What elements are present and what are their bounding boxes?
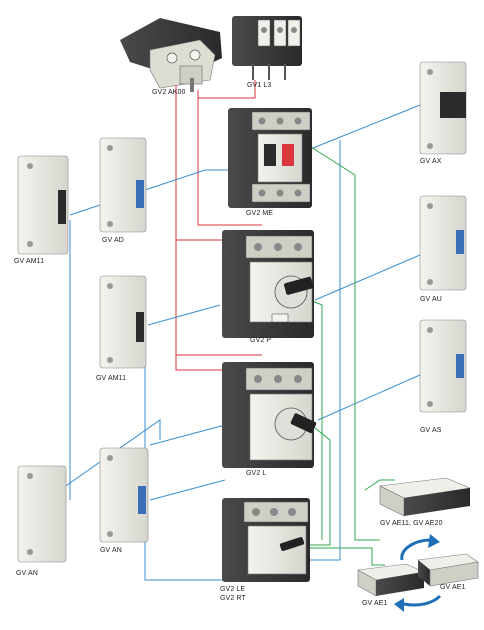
blue-line-long <box>144 340 225 581</box>
gvae11-20-device <box>378 477 472 517</box>
blue-line-l <box>149 424 226 446</box>
blue-line-gvau <box>314 254 421 301</box>
gvad-device <box>99 137 147 233</box>
gv2le-rt-device <box>222 498 310 582</box>
gvam11-mid-device <box>99 275 147 369</box>
gv1l3-device <box>232 16 302 80</box>
green-line-right <box>299 139 380 541</box>
gvau-device <box>419 195 467 291</box>
label-gv2le: GV2 LE <box>220 586 246 593</box>
label-gvas: GV AS <box>420 427 442 434</box>
label-gvan-mid: GV AN <box>100 547 122 554</box>
blue-connection-lines <box>59 104 421 581</box>
green-line-bottom <box>298 547 385 566</box>
label-gvan-left: GV AN <box>16 570 38 577</box>
gvam11-left-device <box>17 155 69 255</box>
blue-line-gvam11-mid <box>147 304 221 326</box>
gvax-device <box>419 61 467 155</box>
label-gvam11-mid: GV AM11 <box>96 375 127 382</box>
green-line-l <box>300 419 331 546</box>
label-gvad: GV AD <box>102 237 124 244</box>
label-gv2p: GV2 P <box>250 337 272 344</box>
gvae1-right-device <box>417 553 479 587</box>
red-line-upper <box>197 80 256 112</box>
label-gvae1-right: GV AE1 <box>440 584 466 591</box>
blue-line-gvax <box>307 104 421 151</box>
blue-line-gvas <box>317 374 421 421</box>
label-gv2me: GV2 ME <box>246 210 274 217</box>
gv2ak00-device <box>120 18 222 92</box>
label-gvae11-20: GV AE11, GV AE20 <box>380 520 443 527</box>
blue-line-gvam11-left <box>69 204 101 216</box>
label-gv2ak00: GV2 AK00 <box>152 89 186 96</box>
label-gvau: GV AU <box>420 296 442 303</box>
gvan-left-device <box>17 465 67 563</box>
gv2p-device <box>222 230 314 338</box>
gv2l-device <box>222 362 317 468</box>
label-gvax: GV AX <box>420 158 442 165</box>
label-gv2rt: GV2 RT <box>220 595 246 602</box>
blue-line-gvan-left <box>59 419 161 491</box>
rotation-arrow-icon <box>394 534 442 612</box>
green-line-ae <box>364 479 395 491</box>
red-line-me <box>197 90 262 226</box>
label-gv2l: GV2 L <box>246 470 267 477</box>
gv2me-device <box>228 108 312 208</box>
gvas-device <box>419 319 467 413</box>
gvan-mid-device <box>99 447 149 543</box>
label-gvae1-left: GV AE1 <box>362 600 388 607</box>
blue-line-gvan-mid <box>149 479 226 501</box>
label-gv1l3: GV1 L3 <box>247 82 272 89</box>
blue-line-right <box>300 140 341 561</box>
label-gvam11-left: GV AM11 <box>14 258 45 265</box>
gvae1-left-device <box>357 563 426 597</box>
blue-line-gvad <box>144 169 230 191</box>
